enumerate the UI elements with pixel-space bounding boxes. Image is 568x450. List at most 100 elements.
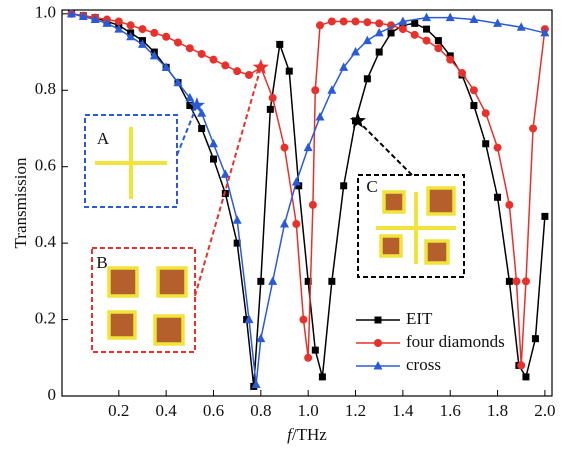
marker bbox=[299, 316, 307, 324]
x-axis-label: f/THz bbox=[287, 425, 327, 444]
inset-pointer bbox=[358, 121, 412, 175]
marker bbox=[494, 194, 501, 201]
marker bbox=[399, 25, 407, 33]
inset-cross bbox=[129, 127, 133, 199]
marker bbox=[376, 49, 383, 56]
x-tick-label: 1.0 bbox=[298, 401, 319, 420]
legend-label: four diamonds bbox=[406, 332, 505, 351]
marker bbox=[340, 17, 348, 25]
marker bbox=[268, 276, 277, 285]
inset-pointer bbox=[195, 67, 261, 296]
inset-square bbox=[155, 316, 183, 344]
y-tick-label: 1.0 bbox=[35, 3, 56, 22]
marker bbox=[209, 139, 218, 148]
marker bbox=[267, 106, 274, 113]
marker bbox=[494, 144, 502, 152]
inset-square bbox=[158, 268, 186, 296]
marker bbox=[482, 109, 490, 117]
marker bbox=[522, 373, 529, 380]
marker bbox=[482, 140, 489, 147]
marker bbox=[316, 112, 325, 121]
marker bbox=[198, 50, 206, 58]
marker bbox=[292, 220, 300, 228]
marker bbox=[532, 335, 539, 342]
x-tick-label: 2.0 bbox=[534, 401, 555, 420]
marker bbox=[319, 373, 326, 380]
legend-label: EIT bbox=[406, 309, 433, 328]
marker bbox=[541, 213, 548, 220]
inset-square bbox=[381, 236, 401, 256]
inset-square bbox=[109, 268, 137, 296]
marker bbox=[411, 20, 418, 27]
marker bbox=[309, 201, 317, 209]
marker bbox=[292, 177, 301, 186]
marker bbox=[127, 21, 135, 29]
marker bbox=[375, 19, 383, 27]
marker bbox=[435, 37, 442, 44]
marker bbox=[186, 44, 194, 52]
marker bbox=[304, 354, 312, 362]
marker bbox=[233, 67, 241, 75]
marker bbox=[327, 85, 336, 94]
inset-label: B bbox=[96, 253, 107, 272]
marker bbox=[388, 29, 395, 36]
marker bbox=[150, 29, 158, 37]
marker bbox=[363, 18, 371, 26]
x-tick-label: 1.8 bbox=[487, 401, 508, 420]
star-marker bbox=[350, 112, 366, 127]
x-tick-label: 0.6 bbox=[203, 401, 224, 420]
y-tick-label: 0.4 bbox=[35, 232, 57, 251]
marker bbox=[311, 86, 319, 94]
marker bbox=[276, 41, 283, 48]
marker bbox=[458, 69, 466, 77]
x-tick-label: 0.8 bbox=[250, 401, 271, 420]
marker bbox=[470, 102, 477, 109]
y-tick-label: 0.6 bbox=[35, 156, 56, 175]
inset-label: C bbox=[366, 177, 377, 196]
marker bbox=[245, 71, 253, 79]
inset-square bbox=[428, 188, 454, 214]
x-tick-label: 1.6 bbox=[440, 401, 461, 420]
marker bbox=[363, 36, 372, 45]
marker bbox=[198, 125, 205, 132]
marker bbox=[257, 278, 264, 285]
legend-label: cross bbox=[406, 355, 441, 374]
marker bbox=[304, 143, 313, 152]
marker bbox=[364, 75, 371, 82]
marker bbox=[328, 278, 335, 285]
marker bbox=[286, 68, 293, 75]
y-tick-label: 0.2 bbox=[35, 308, 56, 327]
marker bbox=[280, 219, 289, 228]
legend-marker bbox=[375, 317, 382, 324]
inset-label: A bbox=[97, 129, 110, 148]
y-tick-label: 0 bbox=[48, 385, 57, 404]
x-tick-label: 0.2 bbox=[108, 401, 129, 420]
x-tick-label: 0.4 bbox=[156, 401, 178, 420]
inset-cross bbox=[414, 192, 418, 264]
x-tick-label: 1.2 bbox=[345, 401, 366, 420]
x-tick-label: 1.4 bbox=[392, 401, 414, 420]
marker bbox=[506, 278, 513, 285]
y-axis-label: Transmission bbox=[11, 157, 30, 249]
inset-square bbox=[384, 192, 404, 212]
marker bbox=[138, 25, 146, 33]
marker bbox=[505, 201, 513, 209]
marker bbox=[269, 94, 277, 102]
marker bbox=[209, 56, 217, 64]
marker bbox=[340, 182, 347, 189]
marker bbox=[174, 38, 182, 46]
marker bbox=[512, 277, 520, 285]
x-axis-label-unit: /THz bbox=[292, 425, 327, 444]
marker bbox=[281, 144, 289, 152]
marker bbox=[522, 277, 530, 285]
y-tick-label: 0.8 bbox=[35, 79, 56, 98]
inset-square bbox=[109, 312, 135, 338]
marker bbox=[470, 86, 478, 94]
inset-square bbox=[426, 241, 448, 263]
marker bbox=[162, 33, 170, 41]
chart: Transmission f/THz 0 0.2 0.4 0.6 0.8 1.0 0.2 0.… bbox=[0, 0, 568, 450]
marker bbox=[529, 124, 537, 132]
marker bbox=[411, 31, 419, 39]
marker bbox=[316, 21, 324, 29]
marker bbox=[312, 347, 319, 354]
